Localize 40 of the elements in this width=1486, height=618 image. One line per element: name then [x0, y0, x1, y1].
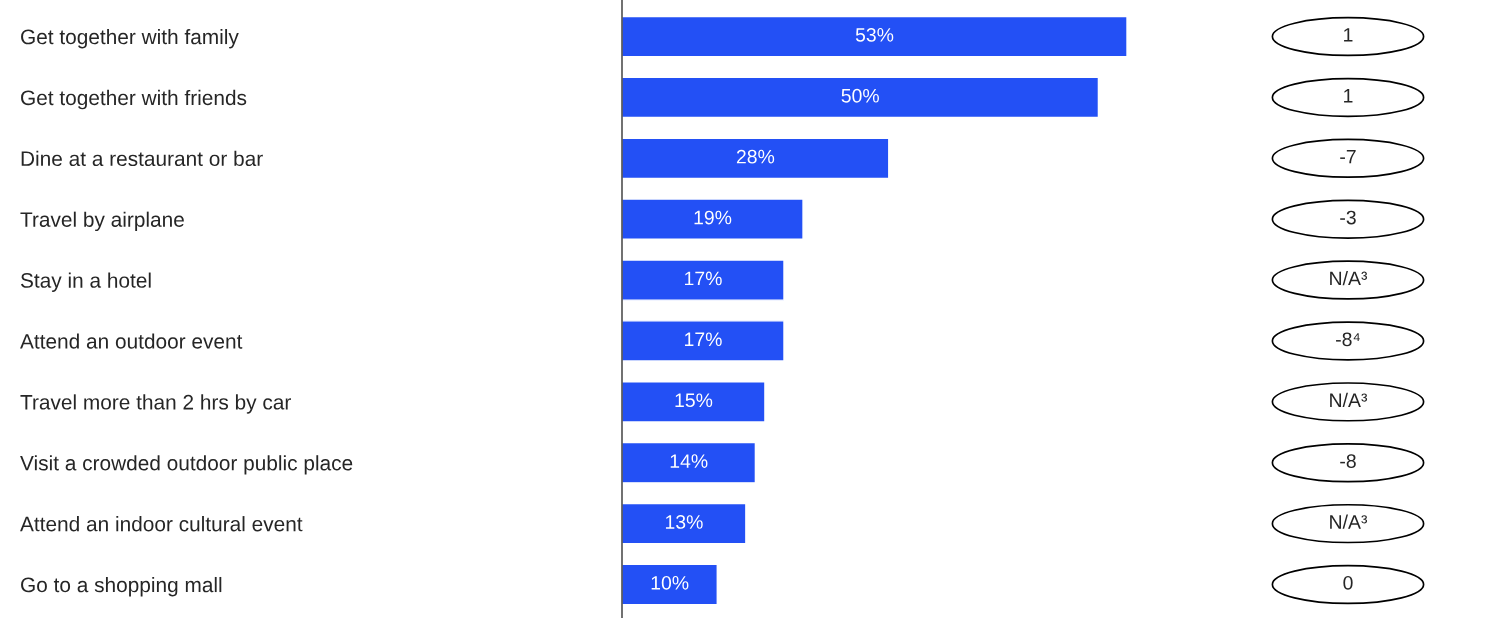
text: 1	[1344, 28, 1353, 42]
data-label: 53%	[855, 27, 894, 42]
y-tick-label: Travel by airplane	[20, 211, 184, 232]
text: N/A³	[1330, 271, 1368, 286]
bar	[622, 563, 718, 606]
bar	[622, 502, 747, 545]
data-label: 14%	[670, 454, 708, 468]
y-tick-label: Travel more than 2 hrs by car	[20, 394, 291, 414]
y-tick-label: Go to a shopping mall	[21, 576, 222, 597]
bar	[622, 15, 1128, 58]
data-label: 28%	[736, 149, 775, 164]
text: 0	[1343, 575, 1353, 590]
y-tick-label: Get together with friends	[21, 89, 247, 110]
bar	[622, 320, 785, 362]
text: 1	[1344, 89, 1353, 103]
data-label: 10%	[651, 575, 689, 590]
data-label: 50%	[841, 88, 879, 103]
bar	[622, 137, 890, 180]
data-label: 17%	[685, 332, 722, 347]
bar	[622, 76, 1100, 119]
text: -3	[1340, 210, 1356, 225]
bar	[622, 259, 785, 301]
text: -8⁴	[1336, 332, 1360, 347]
bar	[622, 381, 766, 423]
data-label: 13%	[665, 515, 703, 529]
text: -8	[1340, 454, 1356, 468]
data-label: 15%	[675, 393, 713, 408]
text: N/A³	[1330, 392, 1368, 408]
y-tick-label: Attend an indoor cultural event	[20, 516, 303, 532]
text: N/A³	[1330, 514, 1368, 529]
bar	[622, 198, 804, 240]
y-tick-label: Visit a crowded outdoor public place	[20, 455, 353, 475]
text: -7	[1340, 149, 1356, 164]
y-tick-label: Attend an outdoor event	[20, 333, 243, 349]
y-tick-label: Get together with family	[21, 28, 239, 49]
bar	[622, 441, 757, 484]
y-tick-label: Dine at a restaurant or bar	[21, 150, 263, 167]
y-tick-label: Stay in a hotel	[20, 272, 151, 292]
data-label: 19%	[694, 210, 732, 225]
data-label: 17%	[685, 271, 722, 286]
